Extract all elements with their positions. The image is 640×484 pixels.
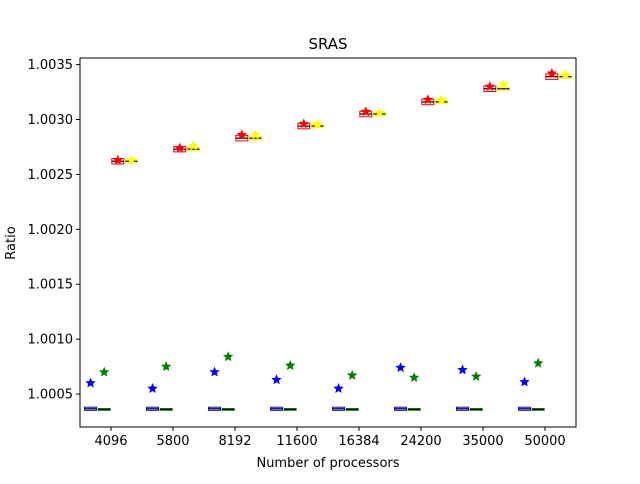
y-tick-label: 1.0015	[28, 278, 74, 293]
outlier-star-series-4	[436, 94, 447, 105]
outlier-star-series-3	[112, 154, 124, 165]
outlier-star-series-2	[532, 357, 544, 368]
y-tick-label: 1.0035	[28, 58, 74, 73]
x-tick-label: 5800	[156, 434, 189, 449]
x-tick-label: 50000	[524, 434, 565, 449]
outlier-star-series-2	[160, 361, 172, 372]
outlier-star-series-2	[470, 370, 482, 381]
outlier-star-series-1	[271, 374, 282, 385]
y-tick-label: 1.0005	[28, 388, 74, 403]
outlier-star-series-3	[236, 129, 248, 140]
x-tick-label: 35000	[462, 434, 503, 449]
outlier-star-series-2	[346, 369, 358, 380]
outlier-star-series-2	[408, 372, 420, 383]
outlier-star-series-1	[85, 377, 96, 388]
outlier-star-series-3	[484, 81, 496, 91]
outlier-star-series-4	[250, 129, 261, 140]
outlier-star-series-2	[284, 360, 296, 370]
outlier-star-series-1	[209, 366, 220, 377]
x-tick-label: 11600	[276, 434, 317, 449]
y-tick-label: 1.0030	[28, 113, 74, 128]
outlier-star-series-2	[222, 351, 234, 362]
y-tick-label: 1.0010	[28, 333, 74, 348]
y-axis-label: Ratio	[4, 226, 19, 259]
outlier-star-series-3	[298, 118, 310, 129]
outlier-star-series-4	[312, 118, 323, 129]
plot-area	[84, 67, 572, 411]
outlier-star-series-3	[546, 67, 558, 78]
outlier-star-series-4	[126, 154, 137, 165]
outlier-star-series-3	[422, 94, 434, 105]
outlier-star-series-3	[360, 106, 372, 117]
x-tick-label: 24200	[400, 434, 441, 449]
outlier-star-series-1	[457, 364, 468, 375]
y-tick-label: 1.0025	[28, 168, 74, 183]
x-tick-label: 4096	[94, 434, 127, 449]
outlier-star-series-1	[519, 376, 530, 387]
plot-frame	[79, 57, 577, 428]
outlier-star-series-1	[395, 362, 406, 373]
outlier-star-series-1	[333, 383, 344, 394]
outlier-star-series-4	[560, 68, 571, 79]
outlier-star-series-3	[174, 142, 186, 153]
chart-title: SRAS	[308, 35, 347, 53]
x-tick-label: 16384	[338, 434, 379, 449]
outlier-star-series-4	[188, 140, 199, 151]
outlier-star-series-2	[98, 366, 110, 377]
x-axis-label: Number of processors	[256, 456, 399, 471]
outlier-star-series-4	[498, 78, 509, 89]
y-tick-label: 1.0020	[28, 223, 74, 238]
outlier-star-series-4	[374, 107, 385, 118]
x-tick-label: 8192	[218, 434, 251, 449]
outlier-star-series-1	[147, 383, 158, 394]
